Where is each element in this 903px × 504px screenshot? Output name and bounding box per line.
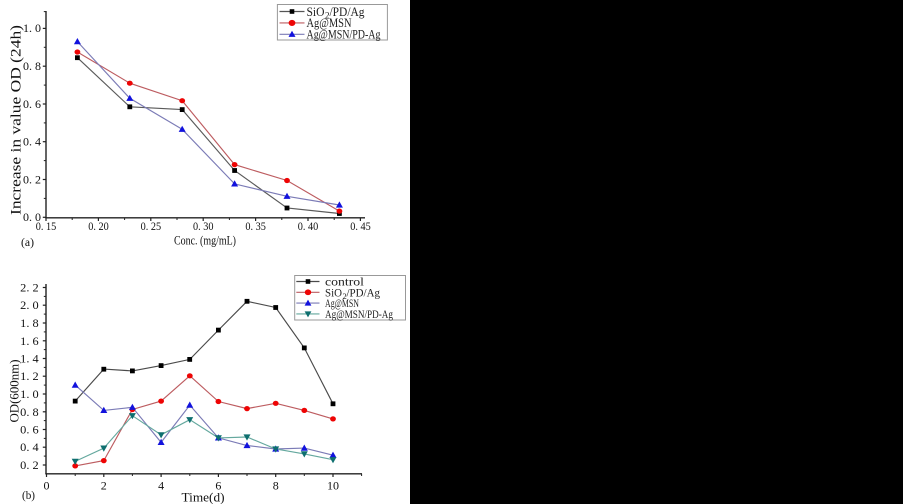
svg-text:4: 4 <box>158 479 164 493</box>
svg-text:2. 0: 2. 0 <box>20 298 39 312</box>
svg-text:0: 0 <box>44 479 50 493</box>
svg-text:6: 6 <box>215 479 221 493</box>
svg-text:0. 0: 0. 0 <box>23 212 41 224</box>
svg-text:0. 8: 0. 8 <box>20 405 39 419</box>
svg-text:Ag@MSN: Ag@MSN <box>307 16 352 30</box>
svg-text:0. 4: 0. 4 <box>23 137 41 149</box>
svg-text:2: 2 <box>101 479 107 493</box>
svg-text:1. 0: 1. 0 <box>23 23 41 35</box>
svg-text:Time(d): Time(d) <box>182 490 225 504</box>
svg-text:0. 45: 0. 45 <box>350 221 371 233</box>
svg-text:Ag@MSN/PD-Ag: Ag@MSN/PD-Ag <box>307 28 382 42</box>
svg-text:1. 2: 1. 2 <box>20 369 39 383</box>
svg-text:1. 0: 1. 0 <box>20 387 39 401</box>
svg-text:SiO: SiO <box>325 285 342 299</box>
svg-text:0. 15: 0. 15 <box>36 221 57 233</box>
svg-text:SiO: SiO <box>307 5 325 19</box>
svg-text:0. 4: 0. 4 <box>20 440 39 454</box>
svg-text:0. 2: 0. 2 <box>20 458 39 472</box>
svg-text:1. 6: 1. 6 <box>20 334 39 348</box>
svg-text:0. 6: 0. 6 <box>23 99 41 111</box>
svg-text:OD(600nm): OD(600nm) <box>7 360 22 423</box>
svg-text:(b): (b) <box>22 488 35 502</box>
svg-text:10: 10 <box>327 479 339 493</box>
svg-text:0. 30: 0. 30 <box>193 221 214 233</box>
svg-text:/PD/Ag: /PD/Ag <box>330 5 366 19</box>
svg-text:Ag@MSN: Ag@MSN <box>325 296 359 310</box>
svg-text:0. 25: 0. 25 <box>141 221 162 233</box>
svg-text:0. 40: 0. 40 <box>298 221 319 233</box>
svg-text:1. 4: 1. 4 <box>20 352 39 366</box>
svg-text:0. 2: 0. 2 <box>23 174 41 186</box>
svg-text:2: 2 <box>343 291 347 301</box>
svg-text:/PD/Ag: /PD/Ag <box>347 285 381 299</box>
svg-text:control: control <box>325 275 365 289</box>
svg-text:2: 2 <box>325 10 330 20</box>
svg-text:Conc. (mg/mL): Conc. (mg/mL) <box>174 234 236 248</box>
svg-text:1. 8: 1. 8 <box>20 316 39 330</box>
svg-text:Increase in value OD (24h): Increase in value OD (24h) <box>9 25 25 215</box>
svg-text:0. 20: 0. 20 <box>88 221 109 233</box>
svg-text:0. 8: 0. 8 <box>23 61 41 73</box>
svg-text:Ag@MSN/PD-Ag: Ag@MSN/PD-Ag <box>325 307 393 321</box>
svg-text:2. 2: 2. 2 <box>20 281 39 295</box>
svg-text:(a): (a) <box>21 235 34 249</box>
svg-text:8: 8 <box>273 479 279 493</box>
svg-text:0. 6: 0. 6 <box>20 423 39 437</box>
svg-text:0. 35: 0. 35 <box>245 221 266 233</box>
